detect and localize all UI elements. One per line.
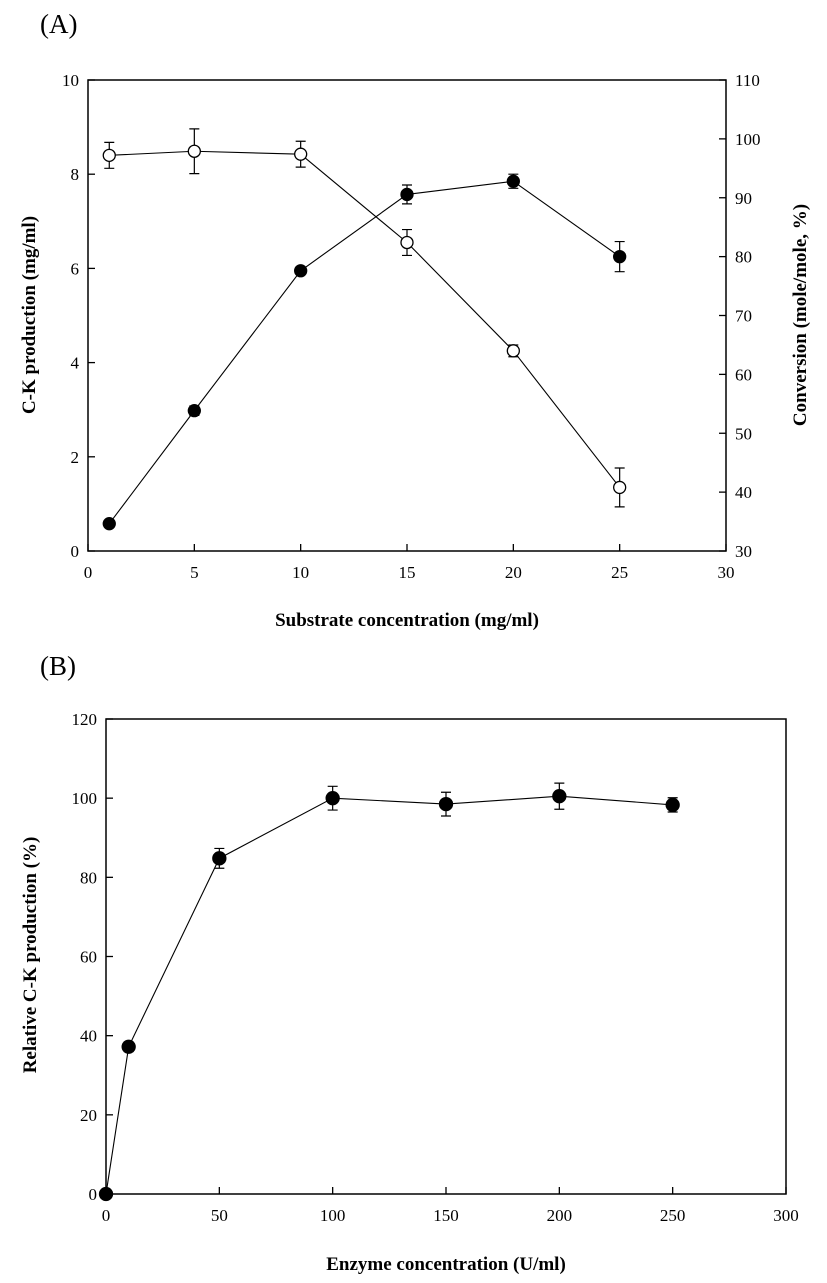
panel-a-series-2-point bbox=[102, 148, 116, 163]
panel-a-series-1-point bbox=[294, 264, 308, 278]
panel-b-series-1-line bbox=[105, 795, 673, 1195]
panel-b-x-axis-title: Enzyme concentration (U/ml) bbox=[326, 1254, 566, 1275]
panel-a-y-ticks: 0 2 4 6 8 10 bbox=[62, 71, 95, 561]
panel-a-series bbox=[102, 128, 627, 531]
panel-a-series-1-point bbox=[102, 517, 116, 531]
panel-a-x-tick-label: 30 bbox=[718, 563, 735, 582]
panel-b-x-tick-label: 50 bbox=[211, 1206, 228, 1225]
panel-b-series-1-point bbox=[212, 851, 227, 866]
panel-a-series-1-point bbox=[613, 249, 627, 264]
panel-b: (B) 0 50 100 150 200 250 300 0 20 40 60 80 100 120 E… bbox=[20, 651, 799, 1275]
panel-a-y-axis-title: C-K production (mg/ml) bbox=[19, 216, 40, 414]
panel-b-x-tick-label: 100 bbox=[320, 1206, 346, 1225]
panel-b-x-tick-label: 300 bbox=[773, 1206, 799, 1225]
panel-b-series-1-point bbox=[98, 1186, 114, 1202]
panel-a-y2-tick-label: 30 bbox=[735, 542, 752, 561]
panel-b-label: (B) bbox=[40, 651, 76, 681]
panel-a-y2-tick-label: 70 bbox=[735, 307, 752, 326]
panel-b-x-ticks: 0 50 100 150 200 250 300 bbox=[102, 1187, 799, 1225]
panel-a-series-1-point bbox=[400, 187, 414, 202]
panel-a-series-2-point bbox=[613, 480, 627, 495]
panel-a-y2-tick-label: 40 bbox=[735, 483, 752, 502]
panel-a-series-1-line bbox=[108, 180, 620, 525]
panel-a-x-tick-label: 15 bbox=[399, 563, 416, 582]
panel-a-y-tick-label: 8 bbox=[71, 165, 80, 184]
panel-a-y2-ticks: 30 40 50 60 70 80 90 100 110 bbox=[719, 71, 761, 561]
panel-b-series-1-point bbox=[665, 797, 680, 813]
panel-a-x-tick-label: 10 bbox=[292, 563, 309, 582]
panel-a-y2-axis-title: Conversion (mole/mole, %) bbox=[790, 204, 811, 426]
panel-b-series bbox=[98, 782, 680, 1202]
panel-a-x-ticks: 0 5 10 15 20 25 30 bbox=[84, 544, 735, 582]
panel-a-y-tick-label: 2 bbox=[71, 448, 80, 467]
panel-a-label: (A) bbox=[40, 9, 77, 39]
panel-a-x-tick-label: 0 bbox=[84, 563, 93, 582]
panel-a-series-2-point bbox=[187, 144, 201, 158]
panel-a-series-1-point bbox=[187, 403, 201, 418]
panel-b-y-tick-label: 40 bbox=[80, 1027, 97, 1046]
panel-b-series-1-point bbox=[438, 796, 454, 812]
panel-b-y-tick-label: 0 bbox=[89, 1185, 98, 1204]
panel-b-series-1-point bbox=[552, 789, 567, 804]
panel-a-y2-tick-label: 60 bbox=[735, 365, 752, 384]
panel-b-x-tick-label: 200 bbox=[547, 1206, 573, 1225]
panel-a: (A) 0 5 10 15 20 25 30 0 2 4 6 8 10 30 40 50 60 70 80 90 1… bbox=[19, 9, 811, 631]
panel-a-y2-tick-label: 110 bbox=[735, 71, 760, 90]
panel-b-series-1-point bbox=[325, 791, 340, 806]
panel-b-y-tick-label: 100 bbox=[72, 789, 98, 808]
panel-b-x-tick-label: 0 bbox=[102, 1206, 111, 1225]
panel-a-y2-tick-label: 90 bbox=[735, 189, 752, 208]
panel-a-series-2-point bbox=[506, 344, 520, 358]
panel-a-x-tick-label: 5 bbox=[190, 563, 199, 582]
panel-a-series-2-point bbox=[294, 147, 308, 161]
panel-a-series-1-point bbox=[506, 174, 520, 188]
panel-a-y-tick-label: 6 bbox=[71, 259, 80, 278]
panel-b-y-axis-title: Relative C-K production (%) bbox=[20, 837, 41, 1074]
panel-a-x-tick-label: 25 bbox=[611, 563, 628, 582]
panel-a-x-tick-label: 20 bbox=[505, 563, 522, 582]
panel-a-series-2-line bbox=[109, 150, 621, 488]
panel-a-x-axis-title: Substrate concentration (mg/ml) bbox=[275, 610, 539, 631]
panel-b-y-tick-label: 80 bbox=[80, 868, 97, 887]
panel-b-y-ticks: 0 20 40 60 80 100 120 bbox=[72, 710, 113, 1204]
panel-a-plot-frame bbox=[87, 79, 727, 552]
panel-b-y-tick-label: 20 bbox=[80, 1106, 97, 1125]
panel-a-y2-tick-label: 100 bbox=[735, 130, 761, 149]
panel-a-y-tick-label: 4 bbox=[71, 354, 80, 373]
panel-b-y-tick-label: 60 bbox=[80, 948, 97, 967]
panel-b-plot-frame bbox=[105, 718, 787, 1195]
panel-a-y2-tick-label: 50 bbox=[735, 424, 752, 443]
panel-b-x-tick-label: 150 bbox=[433, 1206, 459, 1225]
panel-b-y-tick-label: 120 bbox=[72, 710, 98, 729]
panel-a-series-2-point bbox=[400, 235, 414, 250]
panel-a-y2-tick-label: 80 bbox=[735, 248, 752, 267]
panel-a-y-tick-label: 10 bbox=[62, 71, 79, 90]
panel-a-y-tick-label: 0 bbox=[71, 542, 80, 561]
panel-b-series-1-point bbox=[121, 1039, 136, 1054]
panel-b-x-tick-label: 250 bbox=[660, 1206, 686, 1225]
